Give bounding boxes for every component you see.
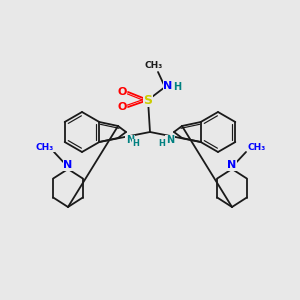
Text: N: N: [227, 160, 237, 170]
Text: H: H: [133, 140, 140, 148]
Text: N: N: [63, 160, 73, 170]
Text: CH₃: CH₃: [36, 142, 54, 152]
Text: N: N: [164, 81, 172, 91]
Text: O: O: [117, 102, 127, 112]
Text: H: H: [173, 82, 181, 92]
Text: H: H: [158, 140, 165, 148]
Text: S: S: [143, 94, 152, 106]
Text: N: N: [166, 135, 174, 145]
Text: CH₃: CH₃: [248, 142, 266, 152]
Text: N: N: [126, 135, 134, 145]
Text: O: O: [117, 87, 127, 97]
Text: CH₃: CH₃: [145, 61, 163, 70]
